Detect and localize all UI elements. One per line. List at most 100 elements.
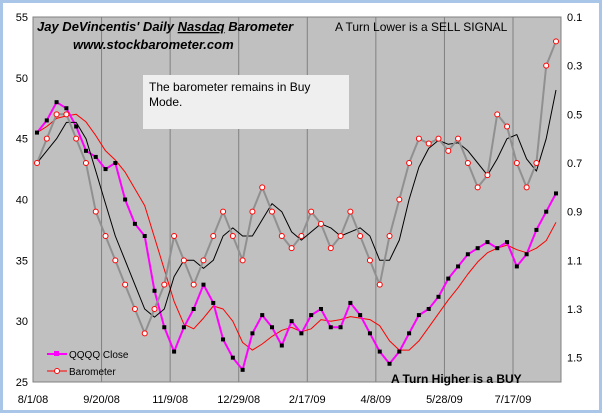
barometer-point [112,257,119,264]
barometer-point [445,147,452,154]
qqqq-point [387,361,392,366]
qqqq-point [230,355,235,360]
qqqq-point [201,282,206,287]
qqqq-point [132,221,137,226]
qqqq-point [123,197,128,202]
barometer-point [102,233,109,239]
barometer-point [494,111,501,118]
barometer-point [73,135,80,142]
qqqq-point [181,325,186,330]
chart-subtitle: www.stockbarometer.com [73,37,234,52]
qqqq-point [191,307,196,311]
barometer-point [210,233,217,239]
x-tick-label: 9/20/08 [83,394,120,406]
qqqq-point [328,325,333,330]
right-tick-label: 0.5 [567,109,582,121]
left-tick-label: 30 [16,316,28,328]
barometer-point [513,160,520,166]
barometer-point [317,220,324,227]
barometer-point [269,208,276,215]
barometer-point [122,281,129,288]
qqqq-point [554,191,558,196]
barometer-point [327,245,334,252]
qqqq-point [64,106,69,111]
qqqq-point [456,264,461,269]
x-tick-label: 4/8/09 [361,394,392,406]
x-tick-label: 8/1/08 [18,394,49,406]
series-qqqq-close [35,100,558,372]
barometer-point [249,208,256,215]
barometer-point [82,160,89,166]
left-tick-label: 55 [16,12,28,24]
barometer-point [415,135,422,142]
barometer-point [53,111,60,118]
barometer-point [435,135,442,142]
barometer-point [151,306,158,312]
barometer-point [63,111,70,118]
qqqq-point [162,325,167,330]
chart-title: Jay DeVincentis' Daily Nasdaq Barometer [37,19,294,34]
barometer-point [131,306,138,312]
barometer-point [347,208,354,215]
qqqq-point [309,313,314,318]
legend-barometer-marker [54,368,60,374]
left-tick-label: 35 [16,255,28,267]
right-tick-label: 0.7 [567,158,582,170]
right-tick-label: 1.5 [567,353,582,365]
barometer-line [36,40,557,335]
qqqq-point [514,264,519,269]
barometer-point [308,208,315,215]
qqqq-point [152,288,157,293]
barometer-point [141,330,148,337]
barometer-point [396,196,403,203]
qqqq-point [74,124,79,129]
qqqq-point [113,161,118,165]
qqqq-point [270,325,275,330]
barometer-point [220,208,227,215]
qqqq-point [289,319,294,324]
qqqq-point [35,130,39,135]
barometer-point [34,160,40,166]
x-tick-label: 7/17/09 [495,394,532,406]
qqqq-point [211,300,216,305]
qqqq-point [524,252,529,257]
qqqq-point [172,349,177,354]
left-tick-label: 50 [16,73,28,85]
left-tick-label: 45 [16,134,28,146]
qqqq-point [240,367,245,372]
barometer-point [425,140,432,147]
status-line-2: Mode. [149,95,182,109]
qqqq-point [299,331,304,336]
qqqq-point [338,325,343,330]
barometer-point [288,245,295,252]
qqqq-point [54,100,59,105]
qqqq-point [250,331,255,336]
barometer-point [229,233,236,239]
qqqq-point [407,331,412,336]
barometer-point [386,233,393,239]
qqqq-point [397,349,402,354]
qqqq-point [416,313,421,318]
legend: QQQQ Close Barometer [47,350,129,378]
right-tick-label: 0.9 [567,207,582,219]
series-barometer [34,38,559,337]
right-tick-label: 0.3 [567,61,582,73]
qqqq-point [142,234,147,238]
qqqq-point [367,331,372,336]
left-tick-label: 25 [16,377,28,389]
qqqq-point [348,300,353,305]
barometer-point [43,135,50,142]
qqqq-point [44,118,49,123]
barometer-moving-average [36,89,557,318]
left-axis-ticks: 25 30 35 40 45 50 55 [16,12,28,389]
legend-qqqq-marker [54,351,59,356]
qqqq-point [260,313,265,318]
barometer-point [474,184,481,191]
barometer-point [239,257,246,264]
barometer-point [376,281,383,288]
status-line-1: The barometer remains in Buy [149,80,310,94]
barometer-point [406,160,413,166]
buy-signal-note: A Turn Higher is a BUY [391,372,522,386]
barometer-point [484,172,491,179]
